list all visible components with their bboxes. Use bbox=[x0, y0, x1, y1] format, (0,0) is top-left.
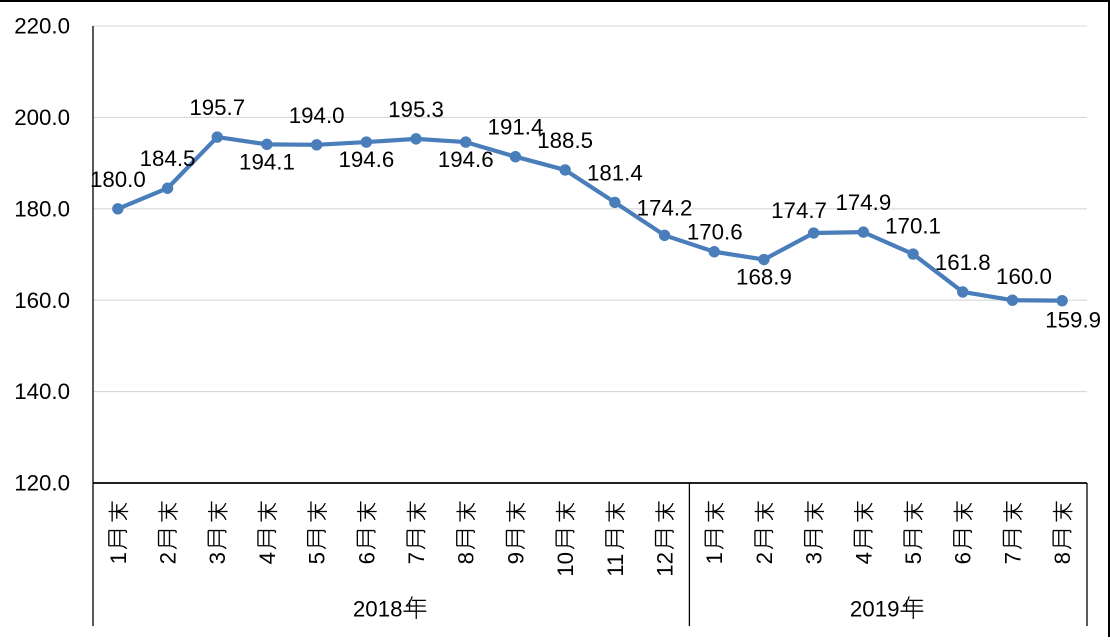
svg-text:4: 4 bbox=[851, 552, 876, 564]
svg-text:159.9: 159.9 bbox=[1045, 308, 1101, 333]
svg-text:7: 7 bbox=[1000, 552, 1025, 564]
svg-text:2: 2 bbox=[155, 552, 180, 564]
svg-text:174.9: 174.9 bbox=[835, 190, 891, 215]
svg-text:180.0: 180.0 bbox=[90, 167, 146, 192]
svg-text:4: 4 bbox=[255, 552, 280, 564]
svg-text:12: 12 bbox=[652, 552, 677, 577]
svg-text:195.3: 195.3 bbox=[388, 97, 444, 122]
svg-text:160.0: 160.0 bbox=[14, 288, 70, 313]
svg-text:3: 3 bbox=[205, 552, 230, 564]
svg-text:195.7: 195.7 bbox=[189, 95, 245, 120]
svg-text:5: 5 bbox=[901, 552, 926, 564]
svg-text:174.7: 174.7 bbox=[771, 198, 827, 223]
svg-text:194.0: 194.0 bbox=[289, 103, 345, 128]
svg-text:170.1: 170.1 bbox=[885, 214, 941, 239]
svg-text:1: 1 bbox=[702, 552, 727, 564]
svg-text:191.4: 191.4 bbox=[488, 115, 544, 140]
svg-text:2: 2 bbox=[752, 552, 777, 564]
svg-text:180.0: 180.0 bbox=[14, 196, 70, 221]
svg-text:8: 8 bbox=[454, 552, 479, 564]
svg-text:2018: 2018 bbox=[353, 596, 403, 621]
svg-text:184.5: 184.5 bbox=[140, 146, 196, 171]
svg-text:10: 10 bbox=[553, 552, 578, 577]
svg-text:1: 1 bbox=[106, 552, 131, 564]
svg-text:194.6: 194.6 bbox=[438, 147, 494, 172]
svg-text:194.6: 194.6 bbox=[338, 147, 394, 172]
svg-text:174.2: 174.2 bbox=[637, 195, 693, 220]
svg-text:6: 6 bbox=[354, 552, 379, 564]
svg-text:220.0: 220.0 bbox=[14, 14, 70, 39]
svg-text:7: 7 bbox=[404, 552, 429, 564]
svg-text:140.0: 140.0 bbox=[14, 379, 70, 404]
svg-text:3: 3 bbox=[802, 552, 827, 564]
svg-text:5: 5 bbox=[305, 552, 330, 564]
svg-text:160.0: 160.0 bbox=[996, 264, 1052, 289]
svg-text:11: 11 bbox=[603, 554, 628, 577]
svg-text:168.9: 168.9 bbox=[736, 265, 792, 290]
svg-text:6: 6 bbox=[951, 552, 976, 564]
svg-text:161.8: 161.8 bbox=[935, 250, 991, 275]
svg-text:200.0: 200.0 bbox=[14, 105, 70, 130]
svg-text:2019: 2019 bbox=[850, 596, 900, 621]
svg-text:120.0: 120.0 bbox=[14, 471, 70, 496]
svg-text:188.5: 188.5 bbox=[537, 128, 593, 153]
svg-text:181.4: 181.4 bbox=[587, 160, 643, 185]
svg-text:170.6: 170.6 bbox=[687, 219, 743, 244]
svg-text:8: 8 bbox=[1050, 552, 1075, 564]
svg-text:194.1: 194.1 bbox=[239, 149, 295, 174]
svg-text:9: 9 bbox=[503, 552, 528, 564]
